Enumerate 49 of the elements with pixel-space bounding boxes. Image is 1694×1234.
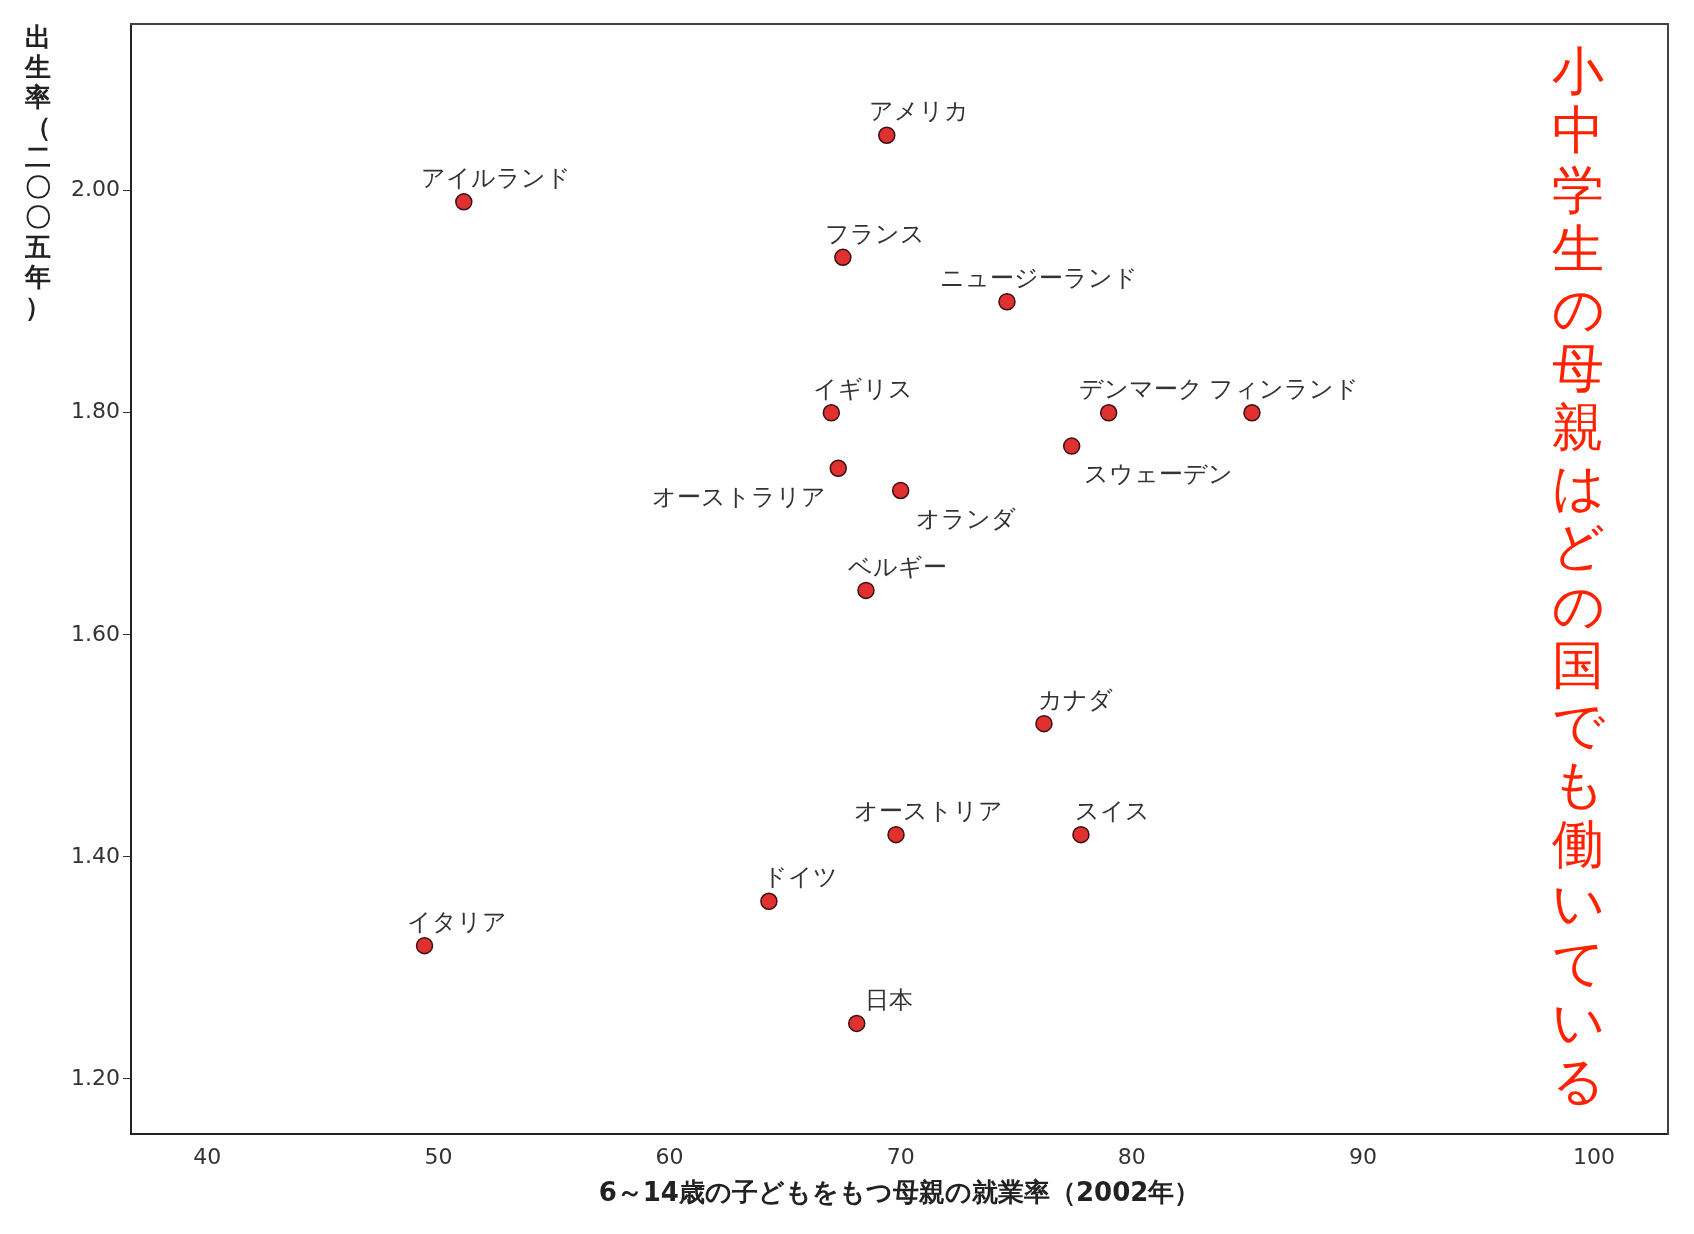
point — [415, 936, 434, 955]
annotation: スイス — [1075, 796, 1151, 825]
annotation: オーストラリア — [652, 482, 827, 511]
annotation: イタリア — [406, 907, 507, 936]
point — [857, 581, 875, 600]
text: 出生率（二〇〇五年） — [25, 21, 51, 322]
annotation: デンマーク — [1078, 375, 1203, 403]
x-tick-label: 50 — [424, 1144, 453, 1170]
point — [878, 126, 896, 144]
annotation: スウェーデン — [1083, 460, 1233, 489]
point — [455, 193, 473, 211]
annotation: 日本 — [864, 985, 913, 1014]
point — [829, 459, 847, 478]
point — [1099, 404, 1118, 422]
x-tick-label: 90 — [1348, 1144, 1377, 1170]
y-tick-label: 1.80 — [71, 398, 120, 424]
point — [891, 481, 910, 500]
y-tick-label: 1.40 — [71, 842, 120, 868]
point — [834, 248, 852, 267]
x-tick-label: 70 — [886, 1144, 915, 1170]
annotation: フィンランド — [1208, 375, 1359, 403]
point — [1243, 404, 1261, 422]
point — [822, 404, 841, 422]
point — [847, 1014, 866, 1033]
y-tick-label: 1.20 — [71, 1064, 120, 1090]
x-tick-label: 60 — [655, 1144, 684, 1170]
annotation: オーストリア — [853, 796, 1003, 825]
annotation: イギリス — [813, 375, 914, 403]
annotation: オランダ — [915, 504, 1016, 533]
x-tick-label: 100 — [1573, 1144, 1616, 1170]
point — [1062, 437, 1081, 455]
y-tick-label: 1.60 — [71, 620, 120, 646]
point — [998, 293, 1016, 311]
x-tick-label: 40 — [193, 1144, 222, 1170]
x-axis-title: 6～14歳の子どもをもつ母親の就業率（2002年） — [598, 1177, 1201, 1208]
point — [887, 825, 905, 844]
y-tick-label: 2.00 — [71, 176, 120, 202]
text: 小中学生の母親はどの国でも働いている — [1551, 40, 1605, 1112]
annotation: ニュージーランド — [939, 263, 1138, 292]
annotation: アメリカ — [868, 97, 969, 126]
annotation: ドイツ — [763, 863, 839, 892]
x-tick-label: 80 — [1117, 1144, 1146, 1170]
annotation: アイルランド — [420, 164, 571, 193]
annotation: カナダ — [1038, 685, 1114, 714]
point — [1072, 825, 1090, 844]
annotation: ベルギー — [848, 552, 948, 581]
annotation: フランス — [824, 219, 925, 248]
point — [760, 892, 778, 911]
point — [1035, 714, 1053, 733]
